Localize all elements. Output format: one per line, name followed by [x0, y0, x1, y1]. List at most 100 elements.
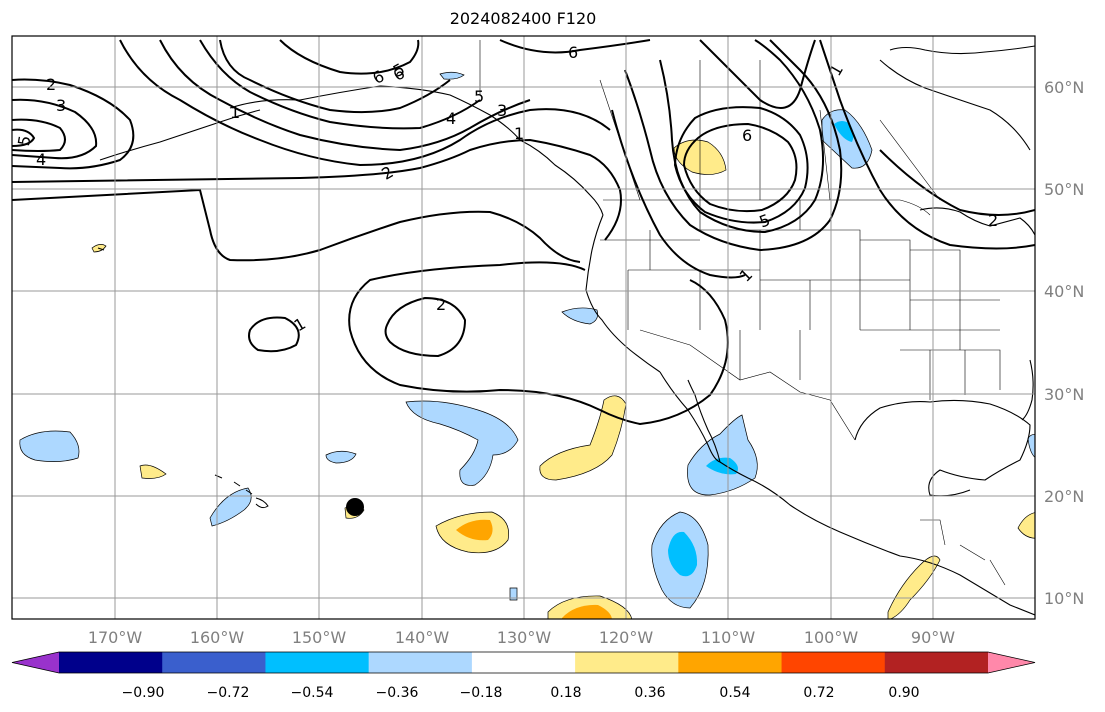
- colorbar-outline: [11, 651, 1036, 674]
- colorbar-ticks: −0.90 −0.72 −0.54 −0.36 −0.18 0.18 0.36 …: [122, 685, 920, 701]
- colorbar-tick-label: 0.54: [719, 685, 750, 701]
- lat-label: 50°N: [1044, 180, 1084, 199]
- yellow-patch-hawaii-north: [139, 464, 167, 479]
- height-contours: [12, 39, 1035, 426]
- contour-east-1: [699, 39, 816, 109]
- lat-label: 10°N: [1044, 589, 1084, 608]
- plot-frame: [11, 35, 1036, 620]
- contour-high-2: [384, 296, 467, 358]
- shaded-field-strong-negative: [668, 121, 854, 577]
- contour-label: 3: [497, 101, 507, 120]
- lon-label: 110°W: [701, 628, 756, 647]
- coast-hudson: [879, 59, 1031, 151]
- contour-label: 4: [446, 109, 456, 128]
- colorbar-tick-label: 0.90: [888, 685, 919, 701]
- coast-east-canada: [889, 45, 1035, 55]
- coastlines: [99, 45, 1035, 616]
- lon-label: 160°W: [190, 628, 245, 647]
- contour-label: 2: [988, 211, 998, 230]
- lon-label: 140°W: [395, 628, 450, 647]
- contour-label: 5: [474, 87, 484, 106]
- contour-east-1b: [819, 39, 1035, 250]
- islands: [97, 247, 269, 509]
- hawaii-islands: [214, 474, 269, 509]
- contour-label: 1: [514, 124, 524, 143]
- border-us-mexico: [639, 329, 856, 441]
- deep-blue-east-pacific: [668, 531, 698, 577]
- coast-gulf-mexico: [854, 399, 1031, 497]
- political-borders: [479, 40, 1006, 586]
- contour-trough-2: [159, 39, 531, 152]
- contour-east-main-1: [611, 109, 746, 279]
- latitude-labels: 60°N 50°N 40°N 30°N 20°N 10°N: [1044, 78, 1084, 608]
- colorbar-segment: [265, 652, 370, 673]
- contour-label: 5: [14, 134, 34, 147]
- lon-label: 170°W: [88, 628, 143, 647]
- orange-patch-bottom: [562, 604, 612, 619]
- blue-patch-california: [561, 307, 599, 325]
- yellow-patch-east-edge: [1017, 512, 1035, 539]
- yellow-patch-central-america: [887, 555, 941, 619]
- small-island-1: [97, 247, 105, 251]
- coast-alaska: [229, 85, 604, 216]
- coast-florida: [1021, 359, 1034, 421]
- colorbar: [11, 651, 1036, 674]
- map-title: 2024082400 F120: [449, 9, 597, 28]
- coast-great-lakes: [919, 207, 1035, 236]
- colorbar-tick-label: −0.18: [460, 685, 503, 701]
- colorbar-tick-label: −0.54: [291, 685, 334, 701]
- lat-label: 40°N: [1044, 282, 1084, 301]
- colorbar-tick-label: −0.72: [207, 685, 250, 701]
- contour-4-west: [12, 118, 66, 152]
- coast-west-us: [585, 214, 661, 373]
- colorbar-tick-label: 0.36: [634, 685, 665, 701]
- colorbar-tick-label: 0.18: [550, 685, 581, 701]
- blue-patch-tiny: [509, 587, 518, 601]
- contour-trough-5: [279, 39, 420, 75]
- contour-label: 1: [230, 103, 240, 122]
- colorbar-segment: [575, 652, 679, 673]
- blue-patch-west-edge: [19, 430, 80, 462]
- orange-patch-south: [456, 519, 493, 541]
- contour-3-west: [12, 98, 98, 160]
- storm-marker: [346, 498, 364, 516]
- lon-label: 100°W: [804, 628, 859, 647]
- contour-ridge-east-3: [673, 106, 809, 224]
- contour-label: 6: [742, 126, 752, 145]
- blue-patch-north-pacific: [439, 71, 465, 80]
- contour-label: 6: [568, 43, 578, 62]
- longitude-labels: 170°W 160°W 150°W 140°W 130°W 120°W 110°…: [88, 628, 955, 647]
- border-us-canada: [603, 199, 931, 216]
- contour-outer: [12, 188, 581, 263]
- colorbar-tick-label: −0.36: [376, 685, 419, 701]
- lat-label: 20°N: [1044, 487, 1084, 506]
- colorbar-extend-min: [12, 652, 59, 673]
- contour-high-outer: [348, 261, 729, 426]
- blue-patch-small-1: [325, 450, 357, 464]
- contour-ridge-east-4: [682, 122, 798, 213]
- lon-label: 130°W: [497, 628, 552, 647]
- contour-trough-1: [119, 39, 611, 167]
- contour-label: 2: [436, 295, 446, 314]
- contour-ridge-east-2: [659, 39, 824, 234]
- blue-patch-gulf-california: [687, 414, 758, 496]
- colorbar-segment: [471, 652, 576, 673]
- coast-mexico-west: [719, 461, 1035, 616]
- contour-2-west: [12, 78, 135, 170]
- contour-trough-3: [199, 39, 481, 130]
- lat-label: 30°N: [1044, 385, 1084, 404]
- colorbar-segment: [59, 652, 163, 673]
- colorbar-tick-label: 0.72: [803, 685, 834, 701]
- blue-patch-central: [405, 400, 519, 486]
- contour-5-west: [12, 128, 36, 147]
- colorbar-extend-max: [988, 652, 1035, 673]
- graticule: [12, 36, 1035, 619]
- colorbar-segment: [678, 652, 783, 673]
- colorbar-segment: [162, 652, 266, 673]
- blue-patch-hawaii: [209, 487, 252, 527]
- contour-small-1: [248, 316, 300, 353]
- contour-trough-4: [219, 39, 451, 114]
- border-central-america: [920, 519, 1006, 586]
- colorbar-segment: [884, 652, 989, 673]
